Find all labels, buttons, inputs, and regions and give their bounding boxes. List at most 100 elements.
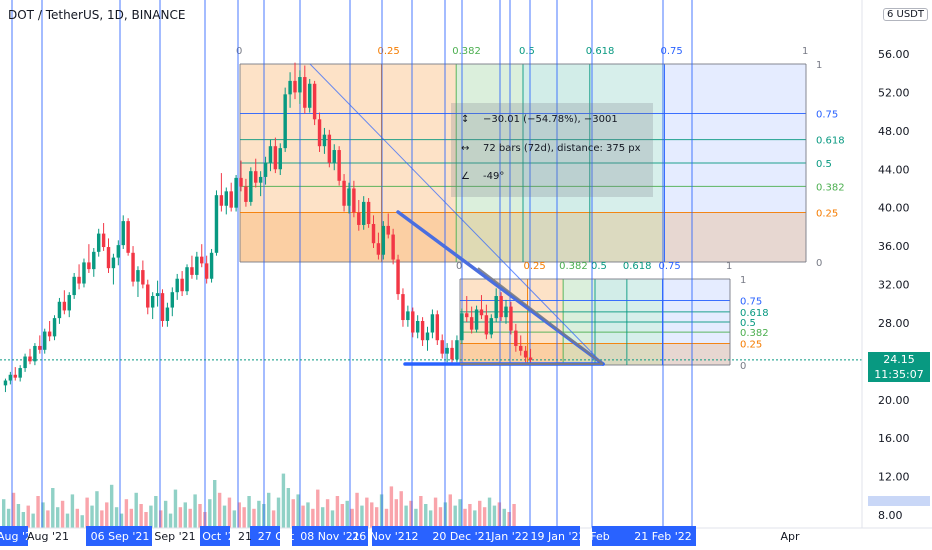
time-label-highlight: [0, 526, 28, 546]
price-tick-label: 20.00: [878, 394, 910, 407]
candle-body: [72, 276, 76, 296]
last-price-tag: 24.15 11:35:07: [868, 352, 930, 382]
volume-bar: [311, 508, 315, 528]
volume-bars: [2, 473, 516, 528]
volume-bar: [286, 488, 291, 528]
candle-body: [366, 201, 371, 224]
fib-time-label: 0.25: [524, 261, 546, 272]
candle-body: [322, 134, 327, 147]
candle-body: [160, 293, 165, 321]
volume-bar: [389, 486, 394, 528]
time-label-highlight: [200, 526, 230, 546]
volume-bar: [134, 492, 138, 528]
volume-bar: [267, 492, 271, 528]
candle-body: [499, 296, 503, 318]
volume-bar: [65, 513, 70, 528]
candle-body: [38, 345, 42, 350]
volume-bar: [360, 505, 364, 528]
candle-body: [357, 212, 361, 225]
volume-bar: [301, 505, 305, 528]
candle-body: [121, 221, 125, 246]
time-tick-label: Aug '21: [27, 530, 69, 543]
candle-body: [273, 146, 278, 170]
price-tick-label: 12.00: [878, 471, 910, 484]
candle-body: [406, 311, 410, 321]
fib-level-label: 1: [740, 275, 746, 286]
volume-scale-marker: [868, 496, 930, 506]
measure-angle-row: ∠ -49°: [461, 171, 504, 182]
time-label-highlight: [632, 526, 696, 546]
candle-body: [509, 306, 513, 331]
currency-badge[interactable]: 6 USDT: [882, 8, 928, 21]
candle-body: [141, 270, 145, 285]
volume-bar: [291, 499, 295, 528]
volume-bar: [232, 510, 237, 528]
fib-time-label: 0.25: [378, 46, 400, 57]
candle-body: [101, 233, 106, 248]
volume-bar: [85, 497, 89, 528]
volume-bar: [463, 508, 467, 528]
candle-body: [185, 267, 189, 292]
candle-body: [92, 251, 96, 270]
candle-body: [229, 191, 233, 208]
fib-level-label: 1: [816, 60, 822, 71]
candle-body: [425, 332, 430, 341]
fib-time-label: 0.5: [519, 46, 535, 57]
volume-bar: [149, 505, 153, 528]
price-tick-label: 44.00: [878, 163, 910, 176]
candle-body: [136, 270, 140, 282]
volume-bar: [276, 497, 281, 528]
fib-level-label: 0.25: [740, 340, 762, 351]
volume-bar: [247, 496, 251, 528]
candle-body: [494, 296, 498, 319]
trendline-overlay: [477, 267, 604, 365]
volume-bar: [350, 508, 354, 528]
fib-time-label: 1: [726, 261, 732, 272]
volume-bar: [173, 489, 178, 528]
fib-time-label: 0.618: [623, 261, 652, 272]
volume-bar: [320, 507, 325, 528]
volume-bar: [374, 507, 379, 528]
candle-body: [77, 276, 81, 284]
candle-body: [430, 314, 435, 333]
time-tick-label: 27 Oct: [258, 530, 295, 543]
time-label-highlight: [490, 526, 580, 546]
fib-level-label: 0.382: [816, 182, 845, 193]
volume-bar: [370, 502, 374, 528]
candle-body: [278, 148, 282, 170]
candle-body: [445, 347, 449, 354]
time-label-highlight: [250, 526, 280, 546]
time-label-highlight: [418, 526, 498, 546]
volume-bar: [95, 491, 99, 528]
candle-body: [249, 171, 253, 202]
volume-bar: [458, 499, 462, 528]
volume-bar: [124, 499, 129, 528]
fib-level-label: 0: [740, 361, 746, 372]
candle-body: [347, 188, 351, 206]
volume-bar: [252, 508, 256, 528]
candle-body: [420, 320, 425, 341]
volume-bar: [428, 510, 433, 528]
candle-body: [327, 134, 332, 163]
price-tick-label: 48.00: [878, 125, 910, 138]
price-tick-label: 8.00: [878, 509, 903, 522]
candle-body: [371, 223, 376, 244]
symbol-title: DOT / TetherUS, 1D, BINANCE: [8, 8, 186, 22]
fib-time-label: 0.75: [661, 46, 683, 57]
time-tick-label: 06 Sep '21: [91, 530, 150, 543]
time-label-highlight: [292, 526, 368, 546]
candle-body: [219, 195, 224, 206]
candle-body: [489, 318, 494, 335]
time-tick-label: Apr: [780, 530, 800, 543]
candle-body: [376, 243, 381, 255]
candle-body: [361, 201, 366, 225]
volume-bar: [80, 515, 84, 528]
time-tick-label: 19 Jan '22: [531, 530, 586, 543]
candle-body: [67, 295, 71, 311]
volume-bar: [55, 507, 60, 528]
candle-body: [200, 256, 204, 264]
volume-bar: [41, 502, 45, 528]
volume-bar: [365, 497, 369, 528]
price-tick-label: 56.00: [878, 48, 910, 61]
